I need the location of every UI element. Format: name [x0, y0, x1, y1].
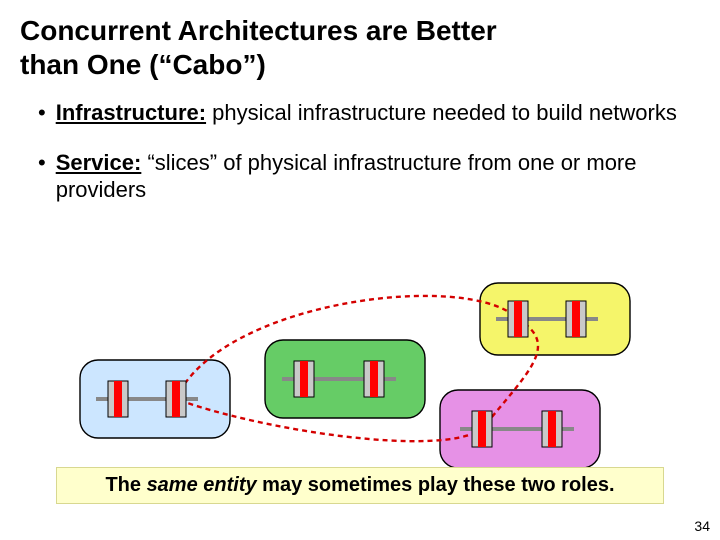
- page-number: 34: [694, 518, 710, 534]
- footer-emphasis: same entity: [147, 474, 257, 496]
- footer-post: may sometimes play these two roles.: [257, 474, 615, 496]
- network-diagram: [0, 0, 720, 540]
- footer-callout: The same entity may sometimes play these…: [56, 467, 664, 504]
- footer-pre: The: [105, 474, 146, 496]
